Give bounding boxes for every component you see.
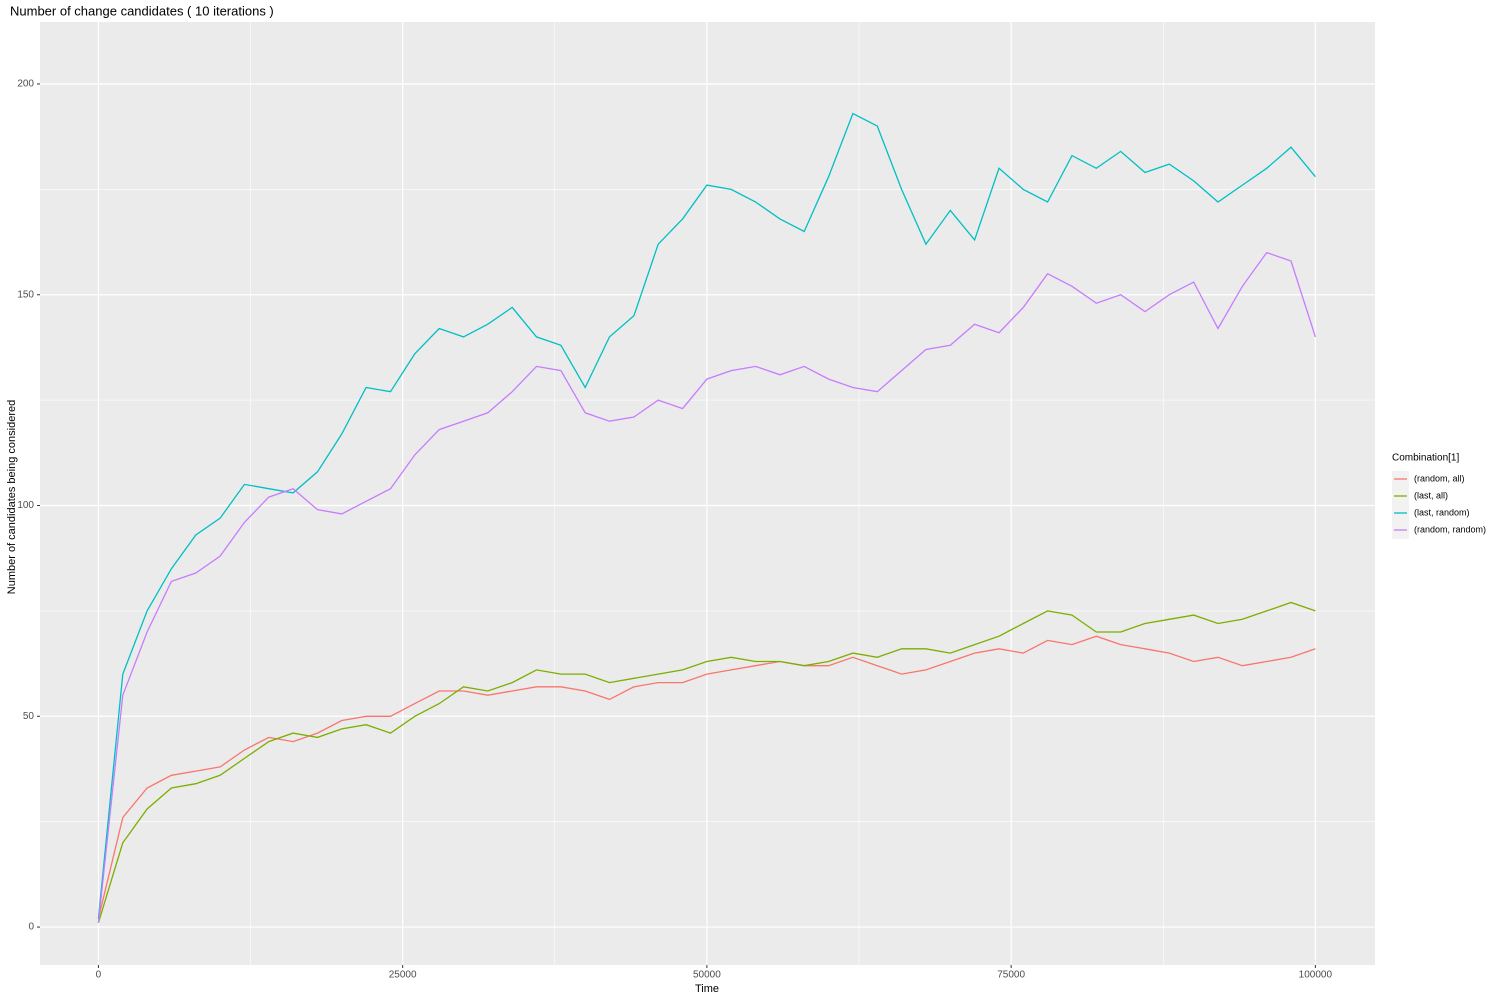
x-tick-label: 75000 bbox=[997, 970, 1025, 981]
x-tick-label: 25000 bbox=[389, 970, 417, 981]
legend-title: Combination[1] bbox=[1392, 453, 1459, 464]
legend-label: (random, all) bbox=[1414, 473, 1465, 483]
x-axis-label: Time bbox=[695, 983, 719, 995]
chart-title: Number of change candidates ( 10 iterati… bbox=[10, 3, 274, 18]
x-tick-label: 100000 bbox=[1299, 970, 1333, 981]
legend-label: (last, random) bbox=[1414, 507, 1470, 517]
y-tick-label: 0 bbox=[28, 922, 34, 933]
series-line bbox=[97, 112, 1316, 919]
legend-label: (last, all) bbox=[1414, 490, 1448, 500]
series-line bbox=[97, 635, 1316, 919]
x-tick-label: 0 bbox=[96, 970, 102, 981]
y-tick-label: 100 bbox=[17, 500, 34, 511]
x-tick-label: 50000 bbox=[693, 970, 721, 981]
legend-label: (random, random) bbox=[1414, 524, 1486, 534]
y-tick-label: 50 bbox=[23, 711, 35, 722]
panel bbox=[40, 22, 1375, 965]
series-line bbox=[97, 601, 1316, 923]
y-tick-label: 200 bbox=[17, 79, 34, 90]
series-line bbox=[97, 251, 1317, 923]
y-axis-label: Number of candidates being considered bbox=[6, 400, 18, 594]
y-tick-label: 150 bbox=[17, 289, 34, 300]
